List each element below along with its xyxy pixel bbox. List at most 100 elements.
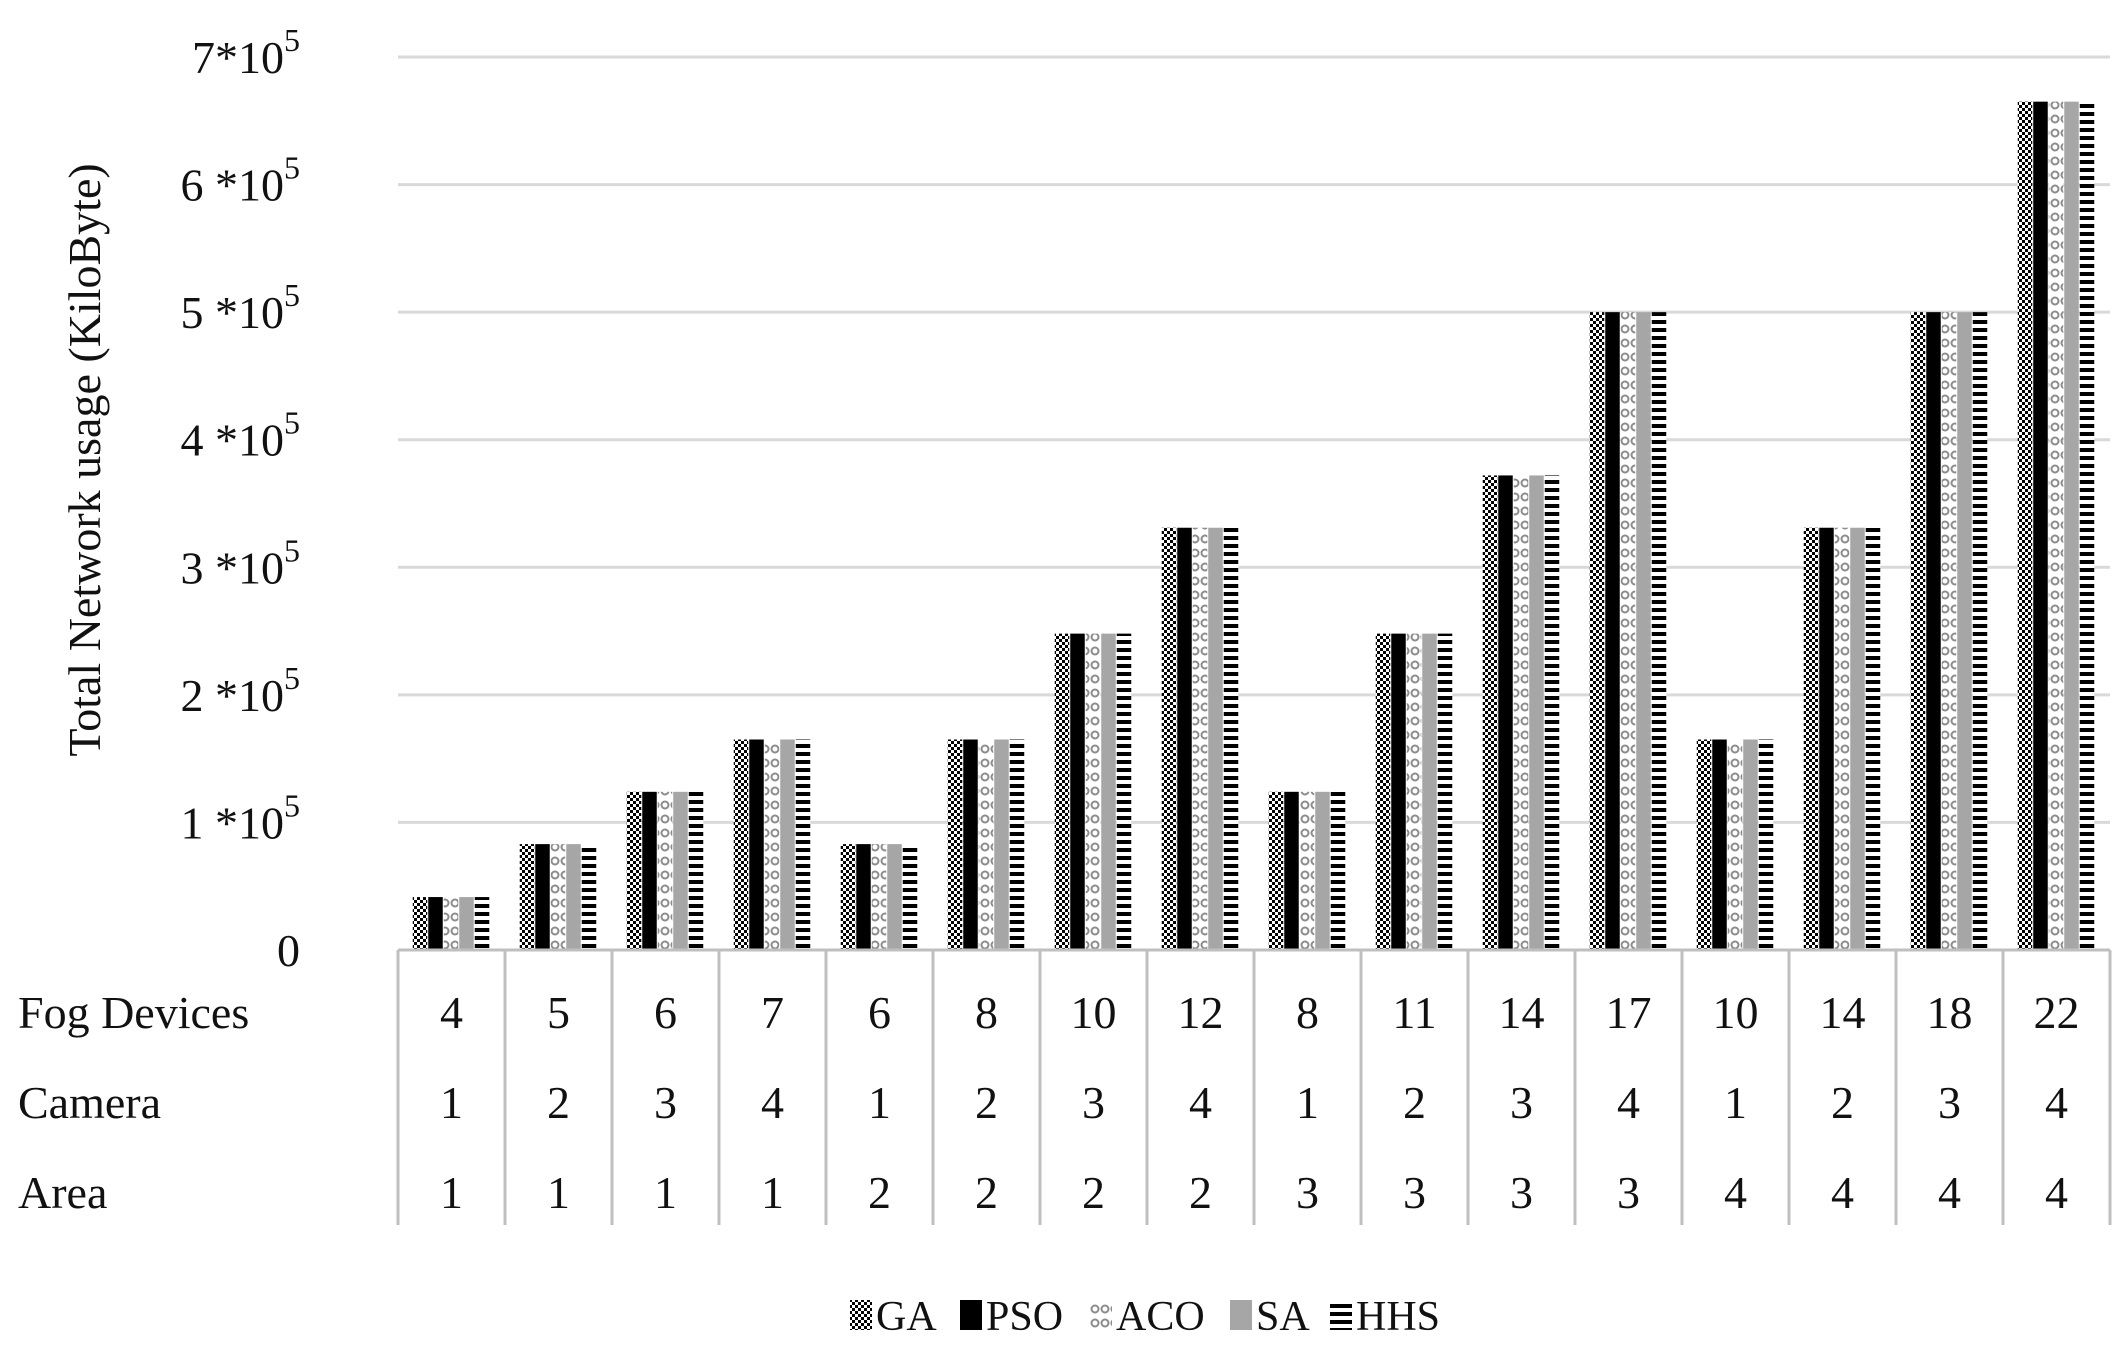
bar-aco	[2048, 101, 2064, 950]
bar-hhs	[2079, 101, 2095, 950]
bar-hhs	[1972, 312, 1988, 951]
grid-lines	[398, 55, 2110, 824]
bar-hhs	[1330, 791, 1346, 950]
bar-aco	[443, 897, 459, 950]
bar-pso	[1605, 312, 1620, 951]
category-cell: 14	[1820, 987, 1866, 1038]
category-cell: 7	[761, 987, 784, 1038]
y-tick-label: 0	[277, 925, 300, 976]
bar-hhs	[1544, 475, 1560, 950]
bar-hhs	[1437, 633, 1453, 950]
bar-aco	[1192, 527, 1208, 950]
category-table: Fog Devices 4 5 6 7 6 8 10 12 8 11 14 17 10 14 18 22Came…	[18, 948, 2112, 1225]
category-cell: 3	[1938, 1077, 1961, 1128]
bar-sa	[1101, 633, 1116, 950]
bar-pso	[2033, 101, 2048, 950]
category-cell: 3	[1510, 1077, 1533, 1128]
y-tick-label: 7*105	[192, 22, 300, 83]
y-tick-label: 4 *105	[181, 405, 301, 466]
bar-pso	[1284, 791, 1299, 950]
y-tick-label: 2 *105	[181, 660, 301, 721]
category-cell: 4	[2045, 1077, 2068, 1128]
bar-pso	[642, 791, 657, 950]
category-cell: 1	[440, 1077, 463, 1128]
bar-hhs	[1758, 739, 1774, 950]
y-tick-label: 3 *105	[181, 532, 301, 593]
category-cell: 2	[975, 1167, 998, 1218]
bar-aco	[1299, 791, 1315, 950]
legend-item-aco: ACO	[1090, 1294, 1205, 1340]
bar-ga	[1589, 312, 1605, 951]
category-cell: 2	[868, 1167, 891, 1218]
category-cell: 4	[2045, 1167, 2068, 1218]
category-row-label: Fog Devices	[18, 987, 249, 1038]
category-cell: 4	[1831, 1167, 1854, 1218]
y-axis-ticks: 0 1 *105 2 *105 3 *105 4 *105 5 *105 6 *105 7*1…	[181, 22, 301, 976]
category-cell: 3	[1510, 1167, 1533, 1218]
bar-pso	[749, 739, 764, 950]
y-tick-label: 1 *105	[181, 787, 301, 848]
bar-ga	[1054, 633, 1070, 950]
legend: GA PSO ACO SA HHS	[850, 1294, 1440, 1340]
category-cell: 22	[2034, 987, 2080, 1038]
category-cell: 1	[1724, 1077, 1747, 1128]
bar-ga	[519, 844, 535, 950]
bar-sa	[1529, 475, 1544, 950]
bar-pso	[535, 844, 550, 950]
category-cell: 8	[1296, 987, 1319, 1038]
legend-label: GA	[876, 1294, 937, 1340]
category-row-label: Area	[18, 1167, 107, 1218]
bar-ga	[1803, 527, 1819, 950]
category-cell: 14	[1499, 987, 1545, 1038]
legend-item-pso: PSO	[960, 1294, 1063, 1340]
bar-pso	[1177, 527, 1192, 950]
bar-ga	[733, 739, 749, 950]
bar-sa	[1315, 791, 1330, 950]
bar-aco	[1941, 312, 1957, 951]
bar-hhs	[1116, 633, 1132, 950]
bar-ga	[1268, 791, 1284, 950]
category-cell: 2	[1082, 1167, 1105, 1218]
bar-hhs	[902, 844, 918, 950]
bar-hhs	[1865, 527, 1881, 950]
legend-item-ga: GA	[850, 1294, 937, 1340]
bar-aco	[1513, 475, 1529, 950]
bar-sa	[2064, 101, 2079, 950]
bar-ga	[1482, 475, 1498, 950]
category-cell: 12	[1178, 987, 1224, 1038]
category-cell: 6	[654, 987, 677, 1038]
category-cell: 2	[1831, 1077, 1854, 1128]
category-cell: 2	[1403, 1077, 1426, 1128]
bar-sa	[1850, 527, 1865, 950]
bar-aco	[978, 739, 994, 950]
category-cell: 1	[868, 1077, 891, 1128]
legend-swatch	[1330, 1300, 1352, 1330]
bar-sa	[1636, 312, 1651, 951]
bar-sa	[887, 844, 902, 950]
bar-pso	[1712, 739, 1727, 950]
legend-label: SA	[1256, 1294, 1310, 1340]
category-cell: 1	[654, 1167, 677, 1218]
category-cell: 1	[547, 1167, 570, 1218]
bar-hhs	[688, 791, 704, 950]
category-cell: 18	[1927, 987, 1973, 1038]
bar-hhs	[795, 739, 811, 950]
legend-label: ACO	[1116, 1294, 1205, 1340]
bar-pso	[1926, 312, 1941, 951]
bar-aco	[1620, 312, 1636, 951]
bar-sa	[780, 739, 795, 950]
bar-ga	[1696, 739, 1712, 950]
bar-hhs	[1009, 739, 1025, 950]
legend-swatch	[1090, 1300, 1112, 1330]
category-cell: 3	[1403, 1167, 1426, 1218]
bars	[412, 101, 2095, 951]
bar-pso	[428, 897, 443, 950]
legend-item-hhs: HHS	[1330, 1294, 1440, 1340]
category-cell: 1	[761, 1167, 784, 1218]
y-tick-label: 5 *105	[181, 277, 301, 338]
category-cell: 2	[1189, 1167, 1212, 1218]
bar-sa	[1957, 312, 1972, 951]
bar-ga	[947, 739, 963, 950]
bar-ga	[2017, 101, 2033, 950]
